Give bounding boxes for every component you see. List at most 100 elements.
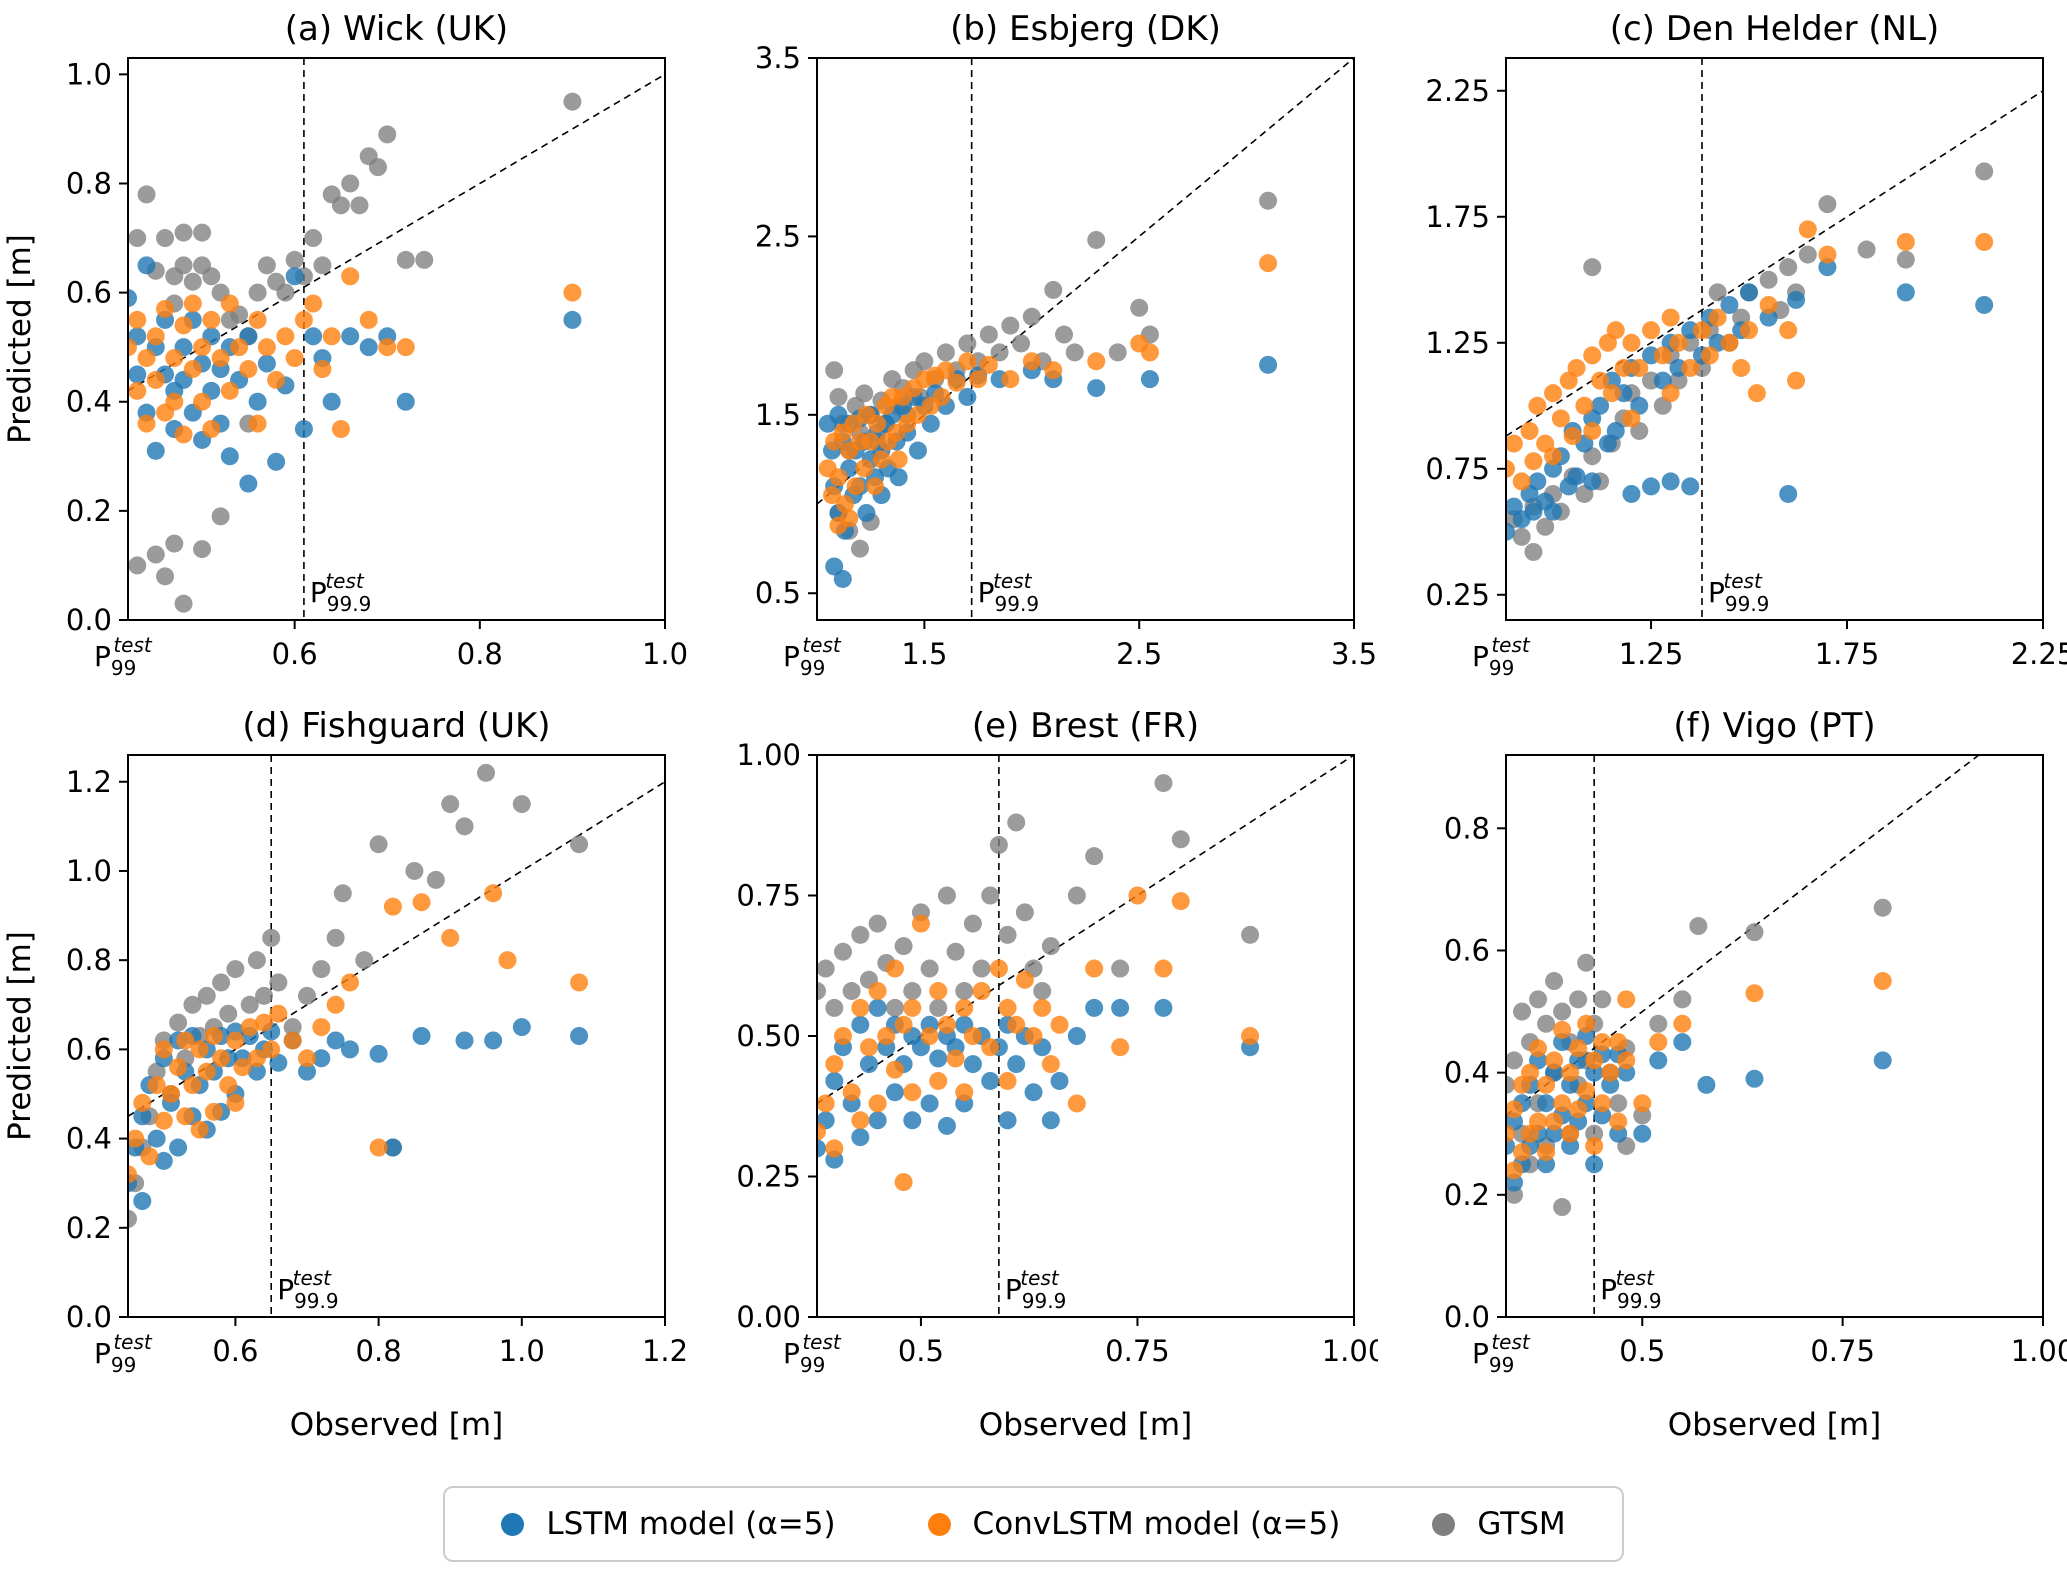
p99-label: P99test <box>94 633 153 680</box>
y-tick-label: 0.0 <box>1444 1300 1490 1334</box>
scatter-series <box>817 998 1260 1169</box>
scatter-series <box>1506 258 1994 541</box>
y-tick-label: 0.6 <box>66 1032 112 1066</box>
y-tick-label: 0.4 <box>66 1122 112 1156</box>
x-tick-label: 0.5 <box>1619 1334 1665 1368</box>
subplot-wick: 0.6 0.8 1.0 0.0 0.2 0.4 0.6 0.8 1.0 (a) Wick (UK)… <box>0 6 689 703</box>
y-tick-label: 0.4 <box>66 385 112 419</box>
y-tick-label: 2.25 <box>1425 74 1490 108</box>
y-tick-label: 0.0 <box>66 603 112 637</box>
x-tick-label: 0.5 <box>898 1334 944 1368</box>
scatter-series <box>128 763 589 1228</box>
y-tick-label: 0.25 <box>1425 578 1490 612</box>
x-tick-label: 0.6 <box>212 1334 258 1368</box>
y-tick-label: 0.8 <box>66 943 112 977</box>
y-tick-label: 0.8 <box>1444 811 1490 845</box>
chart-canvas: 0.5 0.75 1.00 0.0 0.2 0.4 0.6 0.8 (f) Vigo (PT) O… <box>1444 706 2067 1443</box>
y-tick-label: 0.8 <box>66 166 112 200</box>
x-tick-label: 2.25 <box>2011 637 2067 671</box>
p999-label: P99.9test <box>978 569 1039 616</box>
y-axis-label: Predicted [m] <box>2 234 38 444</box>
y-tick-label: 0.0 <box>66 1300 112 1334</box>
y-tick-label: 1.0 <box>66 57 112 91</box>
y-tick-label: 0.6 <box>66 276 112 310</box>
subplot-vigo: 0.5 0.75 1.00 0.0 0.2 0.4 0.6 0.8 (f) Vigo (PT) O… <box>1378 703 2067 1472</box>
scatter-series <box>818 254 1278 535</box>
x-tick-label: 1.75 <box>1815 637 1880 671</box>
x-tick-label: 1.0 <box>499 1334 545 1368</box>
legend-box: LSTM model (α=5) ConvLSTM model (α=5) GT… <box>443 1486 1624 1562</box>
y-tick-label: 3.5 <box>755 41 801 75</box>
axes-frame <box>816 57 1355 621</box>
scatter-series <box>817 774 1260 1017</box>
x-tick-label: 1.0 <box>642 637 688 671</box>
p99-label: P99test <box>94 1330 153 1377</box>
legend-label-lstm: LSTM model (α=5) <box>546 1506 836 1542</box>
identity-line <box>128 781 665 1117</box>
subplot-title: (d) Fishguard (UK) <box>242 706 550 746</box>
axes-frame <box>1505 754 2044 1318</box>
convlstm-marker-icon <box>927 1512 951 1536</box>
subplot-brest: 0.5 0.75 1.00 0.00 0.25 0.50 0.75 1.00 (e) Brest… <box>689 703 1378 1472</box>
y-tick-label: 0.6 <box>1444 933 1490 967</box>
chart-canvas: 0.5 0.75 1.00 0.00 0.25 0.50 0.75 1.00 (e) Brest… <box>736 706 1378 1443</box>
y-tick-label: 0.4 <box>1444 1056 1490 1090</box>
y-tick-label: 0.2 <box>66 1211 112 1245</box>
p99-label: P99test <box>783 1330 842 1377</box>
y-tick-label: 0.2 <box>1444 1178 1490 1212</box>
y-tick-label: 0.00 <box>736 1300 801 1334</box>
axes-frame <box>127 57 666 621</box>
y-tick-label: 1.0 <box>66 854 112 888</box>
axes-frame <box>1505 57 2044 621</box>
y-axis-label: Predicted [m] <box>2 931 38 1141</box>
y-tick-label: 0.25 <box>736 1160 801 1194</box>
p99-label: P99test <box>783 633 842 680</box>
x-tick-label: 0.8 <box>457 637 503 671</box>
x-tick-label: 1.2 <box>642 1334 688 1368</box>
subplot-title: (f) Vigo (PT) <box>1673 706 1875 746</box>
legend-label-gtsm: GTSM <box>1477 1506 1566 1542</box>
identity-line <box>817 755 1354 1105</box>
y-tick-label: 1.00 <box>736 738 801 772</box>
axes-frame <box>127 754 666 1318</box>
y-tick-label: 0.5 <box>755 576 801 610</box>
scatter-series <box>1506 220 1994 491</box>
y-tick-label: 0.75 <box>1425 452 1490 486</box>
p999-label: P99.9test <box>1600 1266 1661 1313</box>
p999-label: P99.9test <box>1708 569 1769 616</box>
scatter-series <box>128 92 582 613</box>
legend-item-gtsm: GTSM <box>1432 1506 1566 1542</box>
x-axis-label: Observed [m] <box>1668 1407 1881 1443</box>
x-tick-label: 1.00 <box>1322 1334 1378 1368</box>
identity-line <box>1506 90 2043 437</box>
chart-canvas: 0.6 0.8 1.0 1.2 0.0 0.2 0.4 0.6 0.8 1.0 1.2 (d) Fis… <box>2 706 688 1443</box>
p99-label: P99test <box>1472 633 1531 680</box>
y-tick-label: 0.2 <box>66 494 112 528</box>
scatter-series <box>1506 972 1892 1180</box>
legend-item-convlstm: ConvLSTM model (α=5) <box>927 1506 1341 1542</box>
y-tick-label: 1.2 <box>66 765 112 799</box>
legend-label-convlstm: ConvLSTM model (α=5) <box>972 1506 1341 1542</box>
subplot-row-bottom: 0.6 0.8 1.0 1.2 0.0 0.2 0.4 0.6 0.8 1.0 1.2 (d) Fis… <box>0 703 2067 1472</box>
identity-line <box>817 58 1354 505</box>
x-tick-label: 0.8 <box>356 1334 402 1368</box>
x-tick-label: 2.5 <box>1116 637 1162 671</box>
y-tick-label: 2.5 <box>755 219 801 253</box>
x-tick-label: 1.5 <box>901 637 947 671</box>
x-axis-label: Observed [m] <box>979 1407 1192 1443</box>
x-tick-label: 3.5 <box>1331 637 1377 671</box>
p999-label: P99.9test <box>277 1266 338 1313</box>
y-tick-label: 0.50 <box>736 1019 801 1053</box>
x-tick-label: 0.75 <box>1810 1334 1875 1368</box>
p999-label: P99.9test <box>310 569 371 616</box>
lstm-marker-icon <box>501 1512 525 1536</box>
identity-line <box>128 73 665 392</box>
chart-canvas: 1.25 1.75 2.25 0.25 0.75 1.25 1.75 2.25 (c) Den … <box>1425 9 2067 680</box>
subplot-fishguard: 0.6 0.8 1.0 1.2 0.0 0.2 0.4 0.6 0.8 1.0 1.2 (d) Fis… <box>0 703 689 1472</box>
legend-item-lstm: LSTM model (α=5) <box>501 1506 836 1542</box>
gtsm-marker-icon <box>1432 1512 1456 1536</box>
chart-canvas: 0.6 0.8 1.0 0.0 0.2 0.4 0.6 0.8 1.0 (a) Wick (UK)… <box>2 9 688 680</box>
x-tick-label: 0.75 <box>1105 1334 1170 1368</box>
legend: LSTM model (α=5) ConvLSTM model (α=5) GT… <box>0 1486 2067 1562</box>
x-axis-label: Observed [m] <box>290 1407 503 1443</box>
